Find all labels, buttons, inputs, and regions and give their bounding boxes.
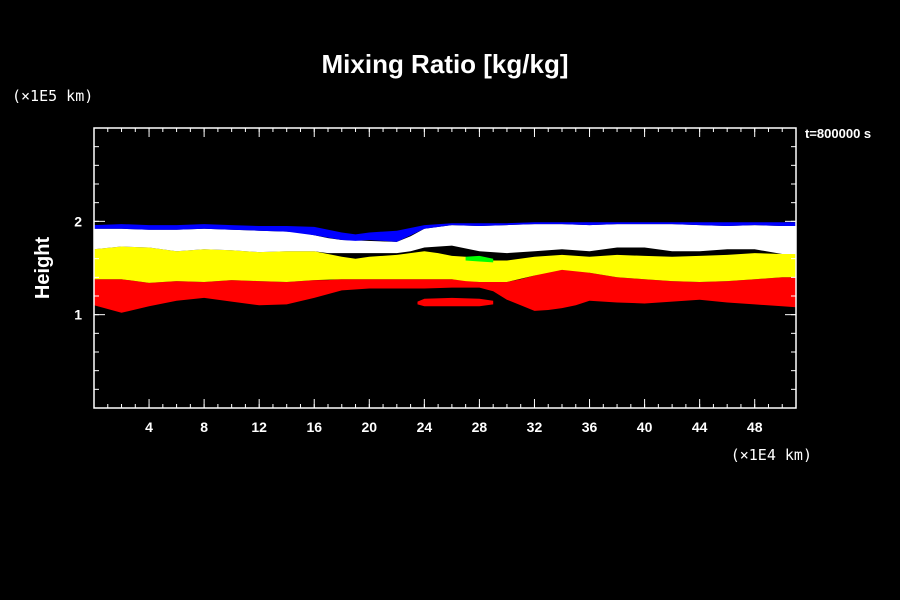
y-tick-label: 2	[74, 213, 82, 229]
chart-title: Mixing Ratio [kg/kg]	[322, 49, 569, 79]
x-tick-label: 8	[200, 419, 208, 435]
mixing-ratio-band-1	[417, 297, 494, 307]
x-tick-label: 12	[251, 419, 267, 435]
x-tick-label: 40	[637, 419, 653, 435]
mixing-ratio-band-5	[465, 255, 494, 263]
x-tick-label: 4	[145, 419, 153, 435]
x-tick-label: 16	[306, 419, 322, 435]
x-tick-label: 28	[472, 419, 488, 435]
mixing-ratio-band-2	[94, 246, 796, 283]
x-tick-label: 48	[747, 419, 763, 435]
y-axis-unit: (×1E5 km)	[12, 87, 93, 105]
mixing-ratio-band-3	[94, 224, 796, 254]
x-tick-label: 32	[527, 419, 543, 435]
x-tick-label: 44	[692, 419, 708, 435]
x-tick-label: 20	[362, 419, 378, 435]
mixing-ratio-band-0	[94, 269, 796, 313]
x-tick-label: 36	[582, 419, 598, 435]
time-label: t=800000 s	[805, 126, 871, 141]
mixing-ratio-band-4	[94, 222, 796, 242]
plot-frame	[93, 127, 797, 409]
x-axis-unit: (×1E4 km)	[731, 446, 812, 464]
y-tick-label: 1	[74, 307, 82, 323]
plot-area	[94, 128, 796, 408]
x-tick-label: 24	[417, 419, 433, 435]
y-axis-label: Height	[32, 237, 54, 300]
